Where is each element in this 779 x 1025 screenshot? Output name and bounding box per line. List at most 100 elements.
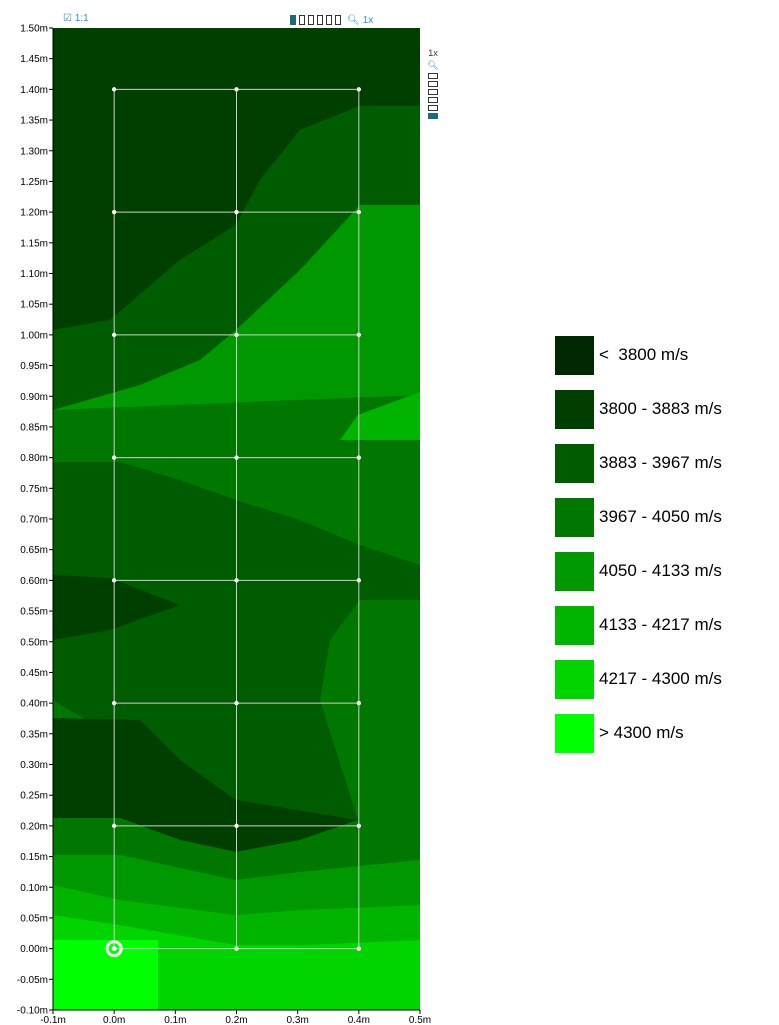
sensor-node <box>234 87 239 92</box>
y-tick-label: 1.05m <box>20 300 48 311</box>
legend-item: 4133 - 4217 m/s <box>555 606 779 646</box>
y-axis: 1.50m 1.45m 1.40m 1.35m 1.30m 1.25m 1.20m 1.15m… <box>17 24 54 1017</box>
zoom-in-icon[interactable]: 🔍︎ <box>347 14 360 26</box>
y-tick-label: 1.00m <box>20 330 48 341</box>
contour-region <box>53 205 420 410</box>
legend-swatch <box>555 606 594 645</box>
layout-box-icon[interactable] <box>308 15 314 25</box>
y-tick-label: 1.15m <box>20 238 48 249</box>
legend-swatch <box>555 336 594 375</box>
zoom-level-label: 1x <box>362 14 374 26</box>
legend-swatch <box>555 390 594 429</box>
y-tick-label: 0.00m <box>20 944 48 955</box>
y-tick-label: 0.15m <box>20 852 48 863</box>
velocity-contour-plot[interactable]: 1.50m 1.45m 1.40m 1.35m 1.30m 1.25m 1.20m 1.15m… <box>0 0 440 1025</box>
sensor-node <box>234 700 239 706</box>
legend-label: 3883 - 3967 m/s <box>599 453 722 472</box>
x-tick-label: -0.1m <box>40 1015 66 1025</box>
legend-swatch <box>555 660 594 699</box>
layout-box-icon[interactable] <box>428 81 438 87</box>
x-tick-label: 0.5m <box>409 1015 431 1025</box>
legend-swatch <box>555 498 594 537</box>
legend-swatch <box>555 444 594 483</box>
aspect-ratio-toggle[interactable]: ☑ 1:1 <box>63 13 89 27</box>
sensor-node <box>234 823 239 829</box>
sensor-node <box>234 332 239 338</box>
contour-region <box>53 575 180 640</box>
sensor-node <box>356 209 362 215</box>
y-tick-label: 0.25m <box>20 791 48 802</box>
sensor-node <box>111 332 117 338</box>
y-tick-label: 0.75m <box>20 484 48 495</box>
y-tick-label: 0.40m <box>20 699 48 710</box>
layout-box-icon[interactable] <box>428 73 438 79</box>
y-tick-label: 0.65m <box>20 545 48 556</box>
legend-swatch <box>555 714 594 753</box>
y-tick-label: 0.30m <box>20 760 48 771</box>
y-tick-label: 0.70m <box>20 515 48 526</box>
sensor-node <box>356 823 362 829</box>
contour-region <box>53 718 358 852</box>
x-tick-label: 0.1m <box>164 1015 186 1025</box>
side-toolbar: 1x 🔍︎ <box>426 48 440 119</box>
legend-item: 3967 - 4050 m/s <box>555 498 779 538</box>
contour-region <box>53 818 420 880</box>
sensor-node <box>356 700 362 706</box>
sensor-node <box>356 332 362 338</box>
aspect-ratio-label: ☑ 1:1 <box>63 13 89 24</box>
legend-label: < 3800 m/s <box>599 345 689 364</box>
sensor-node <box>234 209 239 215</box>
x-tick-label: 0.3m <box>287 1015 309 1025</box>
sensor-node <box>356 946 362 951</box>
y-tick-label: 1.40m <box>20 85 48 96</box>
sensor-node <box>111 823 117 829</box>
y-tick-label: 0.05m <box>20 913 48 924</box>
y-tick-label: 0.45m <box>20 668 48 679</box>
legend-label: 3967 - 4050 m/s <box>599 507 722 526</box>
layout-box-icon[interactable] <box>299 15 305 25</box>
sensor-node <box>111 209 117 215</box>
y-tick-label: 0.20m <box>20 821 48 832</box>
zoom-in-icon[interactable]: 🔍︎ <box>427 60 439 70</box>
x-tick-label: 0.2m <box>225 1015 247 1025</box>
contour-region <box>53 940 158 1010</box>
sensor-node <box>111 87 117 92</box>
origin-marker-dot <box>111 946 117 952</box>
y-tick-label: 1.20m <box>20 208 48 219</box>
layout-box-icon[interactable] <box>290 15 296 25</box>
x-tick-label: 0.0m <box>103 1015 125 1025</box>
legend-label: > 4300 m/s <box>599 723 684 742</box>
legend-item: 3883 - 3967 m/s <box>555 444 779 484</box>
sensor-node <box>111 578 117 583</box>
layout-box-icon[interactable] <box>335 15 341 25</box>
layout-box-icon[interactable] <box>428 89 438 95</box>
sensor-node <box>111 455 117 460</box>
legend-item: > 4300 m/s <box>555 714 779 754</box>
legend-swatch <box>555 552 594 591</box>
y-tick-label: 0.90m <box>20 392 48 403</box>
y-tick-label: 1.50m <box>20 24 48 35</box>
layout-box-icon[interactable] <box>317 15 323 25</box>
top-toolbar: 🔍︎ 1x <box>290 13 373 27</box>
x-tick-label: 0.4m <box>348 1015 370 1025</box>
legend-label: 3800 - 3883 m/s <box>599 399 722 418</box>
sensor-node <box>234 946 239 951</box>
y-tick-label: 1.10m <box>20 269 48 280</box>
contour-region <box>340 392 420 440</box>
sensor-node <box>356 455 362 460</box>
legend-label: 4133 - 4217 m/s <box>599 615 722 634</box>
y-tick-label: 0.10m <box>20 883 48 894</box>
y-tick-label: 1.25m <box>20 177 48 188</box>
y-tick-label: 0.50m <box>20 637 48 648</box>
layout-box-icon[interactable] <box>326 15 332 25</box>
sensor-node <box>356 87 362 92</box>
legend-item: 3800 - 3883 m/s <box>555 390 779 430</box>
sensor-node <box>234 455 239 460</box>
y-tick-label: 0.85m <box>20 422 48 433</box>
layout-box-icon[interactable] <box>428 97 438 103</box>
layout-box-icon[interactable] <box>428 105 438 111</box>
sensor-node <box>356 578 362 583</box>
y-tick-label: 0.80m <box>20 453 48 464</box>
layout-box-icon[interactable] <box>428 113 438 119</box>
y-tick-label: 1.35m <box>20 116 48 127</box>
